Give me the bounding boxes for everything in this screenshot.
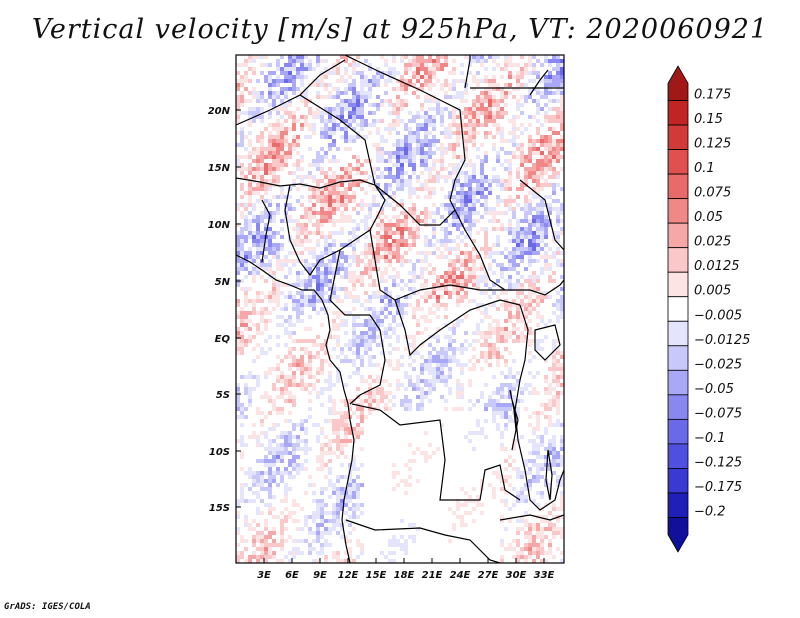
colorbar-label: −0.075 — [694, 406, 742, 421]
border-drc-south — [351, 403, 521, 501]
lat-tick: 5N — [215, 277, 231, 288]
lon-tick: 27E — [478, 570, 499, 581]
colorbar-swatch — [667, 65, 689, 101]
lon-tick: 18E — [394, 570, 415, 581]
lon-tick: 6E — [285, 570, 299, 581]
colorbar-label: 0.005 — [694, 284, 731, 299]
border-south-east — [499, 514, 564, 521]
border-east-africa — [514, 304, 564, 511]
colorbar-swatch — [667, 247, 689, 273]
border-nigeria — [261, 184, 371, 277]
colorbar-swatch — [667, 271, 689, 298]
colorbar-swatch — [667, 149, 689, 175]
lon-tick: 3E — [257, 570, 271, 581]
colorbar-label: −0.0125 — [694, 333, 750, 348]
border-ne — [519, 69, 564, 251]
border-cameroon — [329, 249, 370, 316]
border-north-3 — [344, 55, 466, 211]
lat-tick: 10S — [209, 447, 230, 458]
colorbar-label: 0.125 — [694, 137, 731, 152]
border-angola-south — [345, 519, 501, 563]
lake-tanganyika — [509, 389, 519, 451]
colorbar-label: 0.0125 — [694, 259, 740, 274]
colorbar-label: −0.025 — [694, 357, 742, 372]
lon-tick: 12E — [338, 570, 359, 581]
colorbar-swatch — [667, 124, 689, 150]
lon-tick: 33E — [534, 570, 555, 581]
lon-tick: 21E — [422, 570, 443, 581]
colorbar-swatch — [667, 517, 689, 553]
lon-tick: 9E — [313, 570, 327, 581]
colorbar-swatch — [667, 100, 689, 126]
latitude-axis: 20N 15N 10N 5N EQ 5S 10S 15S — [208, 106, 241, 514]
border-car — [369, 229, 505, 301]
lat-tick: 15S — [209, 503, 230, 514]
border-congo — [349, 314, 386, 405]
colorbar-label: −0.125 — [694, 455, 742, 470]
colorbar-swatch — [667, 418, 689, 445]
colorbar-label: 0.05 — [694, 210, 723, 225]
lon-tick: 15E — [366, 570, 387, 581]
lon-tick: 24E — [450, 570, 471, 581]
colorbar-swatch — [667, 369, 689, 396]
map-frame — [235, 54, 565, 564]
colorbar-label: −0.2 — [694, 504, 726, 519]
lat-tick: 5S — [216, 390, 230, 401]
border-drc-north — [394, 299, 521, 357]
lat-tick: EQ — [215, 334, 231, 345]
colorbar-label: −0.05 — [694, 382, 734, 397]
colorbar-swatch — [667, 468, 689, 494]
colorbar-swatch — [667, 198, 689, 224]
colorbar-swatch — [667, 443, 689, 469]
grads-credit: GrADS: IGES/COLA — [4, 602, 91, 612]
lon-tick: 30E — [506, 570, 527, 581]
colorbar-swatch — [667, 492, 689, 518]
colorbar-label: 0.175 — [694, 88, 731, 103]
colorbar-swatch — [667, 222, 689, 249]
lat-tick: 15N — [208, 163, 231, 174]
lake-malawi — [545, 449, 553, 501]
borders — [236, 55, 564, 563]
vertical-velocity-field — [236, 55, 564, 563]
lat-tick: 10N — [208, 220, 231, 231]
lat-tick: 20N — [208, 106, 231, 117]
border-chad — [374, 184, 564, 296]
map-title: Vertical velocity [m/s] at 925hPa, VT: 2… — [31, 14, 769, 45]
colorbar-swatch — [667, 394, 689, 420]
colorbar-label: −0.1 — [694, 431, 726, 446]
map-area — [235, 54, 565, 564]
colorbar-label: 0.1 — [694, 161, 715, 176]
colorbar-label: 0.025 — [694, 235, 731, 250]
colorbar-swatch — [667, 296, 689, 322]
colorbar-label: −0.005 — [694, 308, 742, 323]
colorbar: 0.175 0.15 0.125 0.1 0.075 0.05 0.025 0.0125 0.0… — [667, 65, 750, 553]
colorbar-swatch — [667, 320, 689, 347]
coastline-west — [236, 254, 355, 563]
colorbar-label: −0.175 — [694, 480, 742, 495]
border-north-2 — [299, 94, 376, 186]
colorbar-label: 0.075 — [694, 186, 731, 201]
colorbar-swatch — [667, 173, 689, 200]
lake-victoria — [534, 324, 561, 361]
border-sahel-1 — [236, 177, 386, 231]
colorbar-label: 0.15 — [694, 112, 723, 127]
colorbar-swatch — [667, 345, 689, 371]
longitude-axis: 3E 6E 9E 12E 15E 18E 21E 24E 27E 30E 33E — [257, 558, 555, 581]
border-north-4 — [464, 55, 471, 89]
